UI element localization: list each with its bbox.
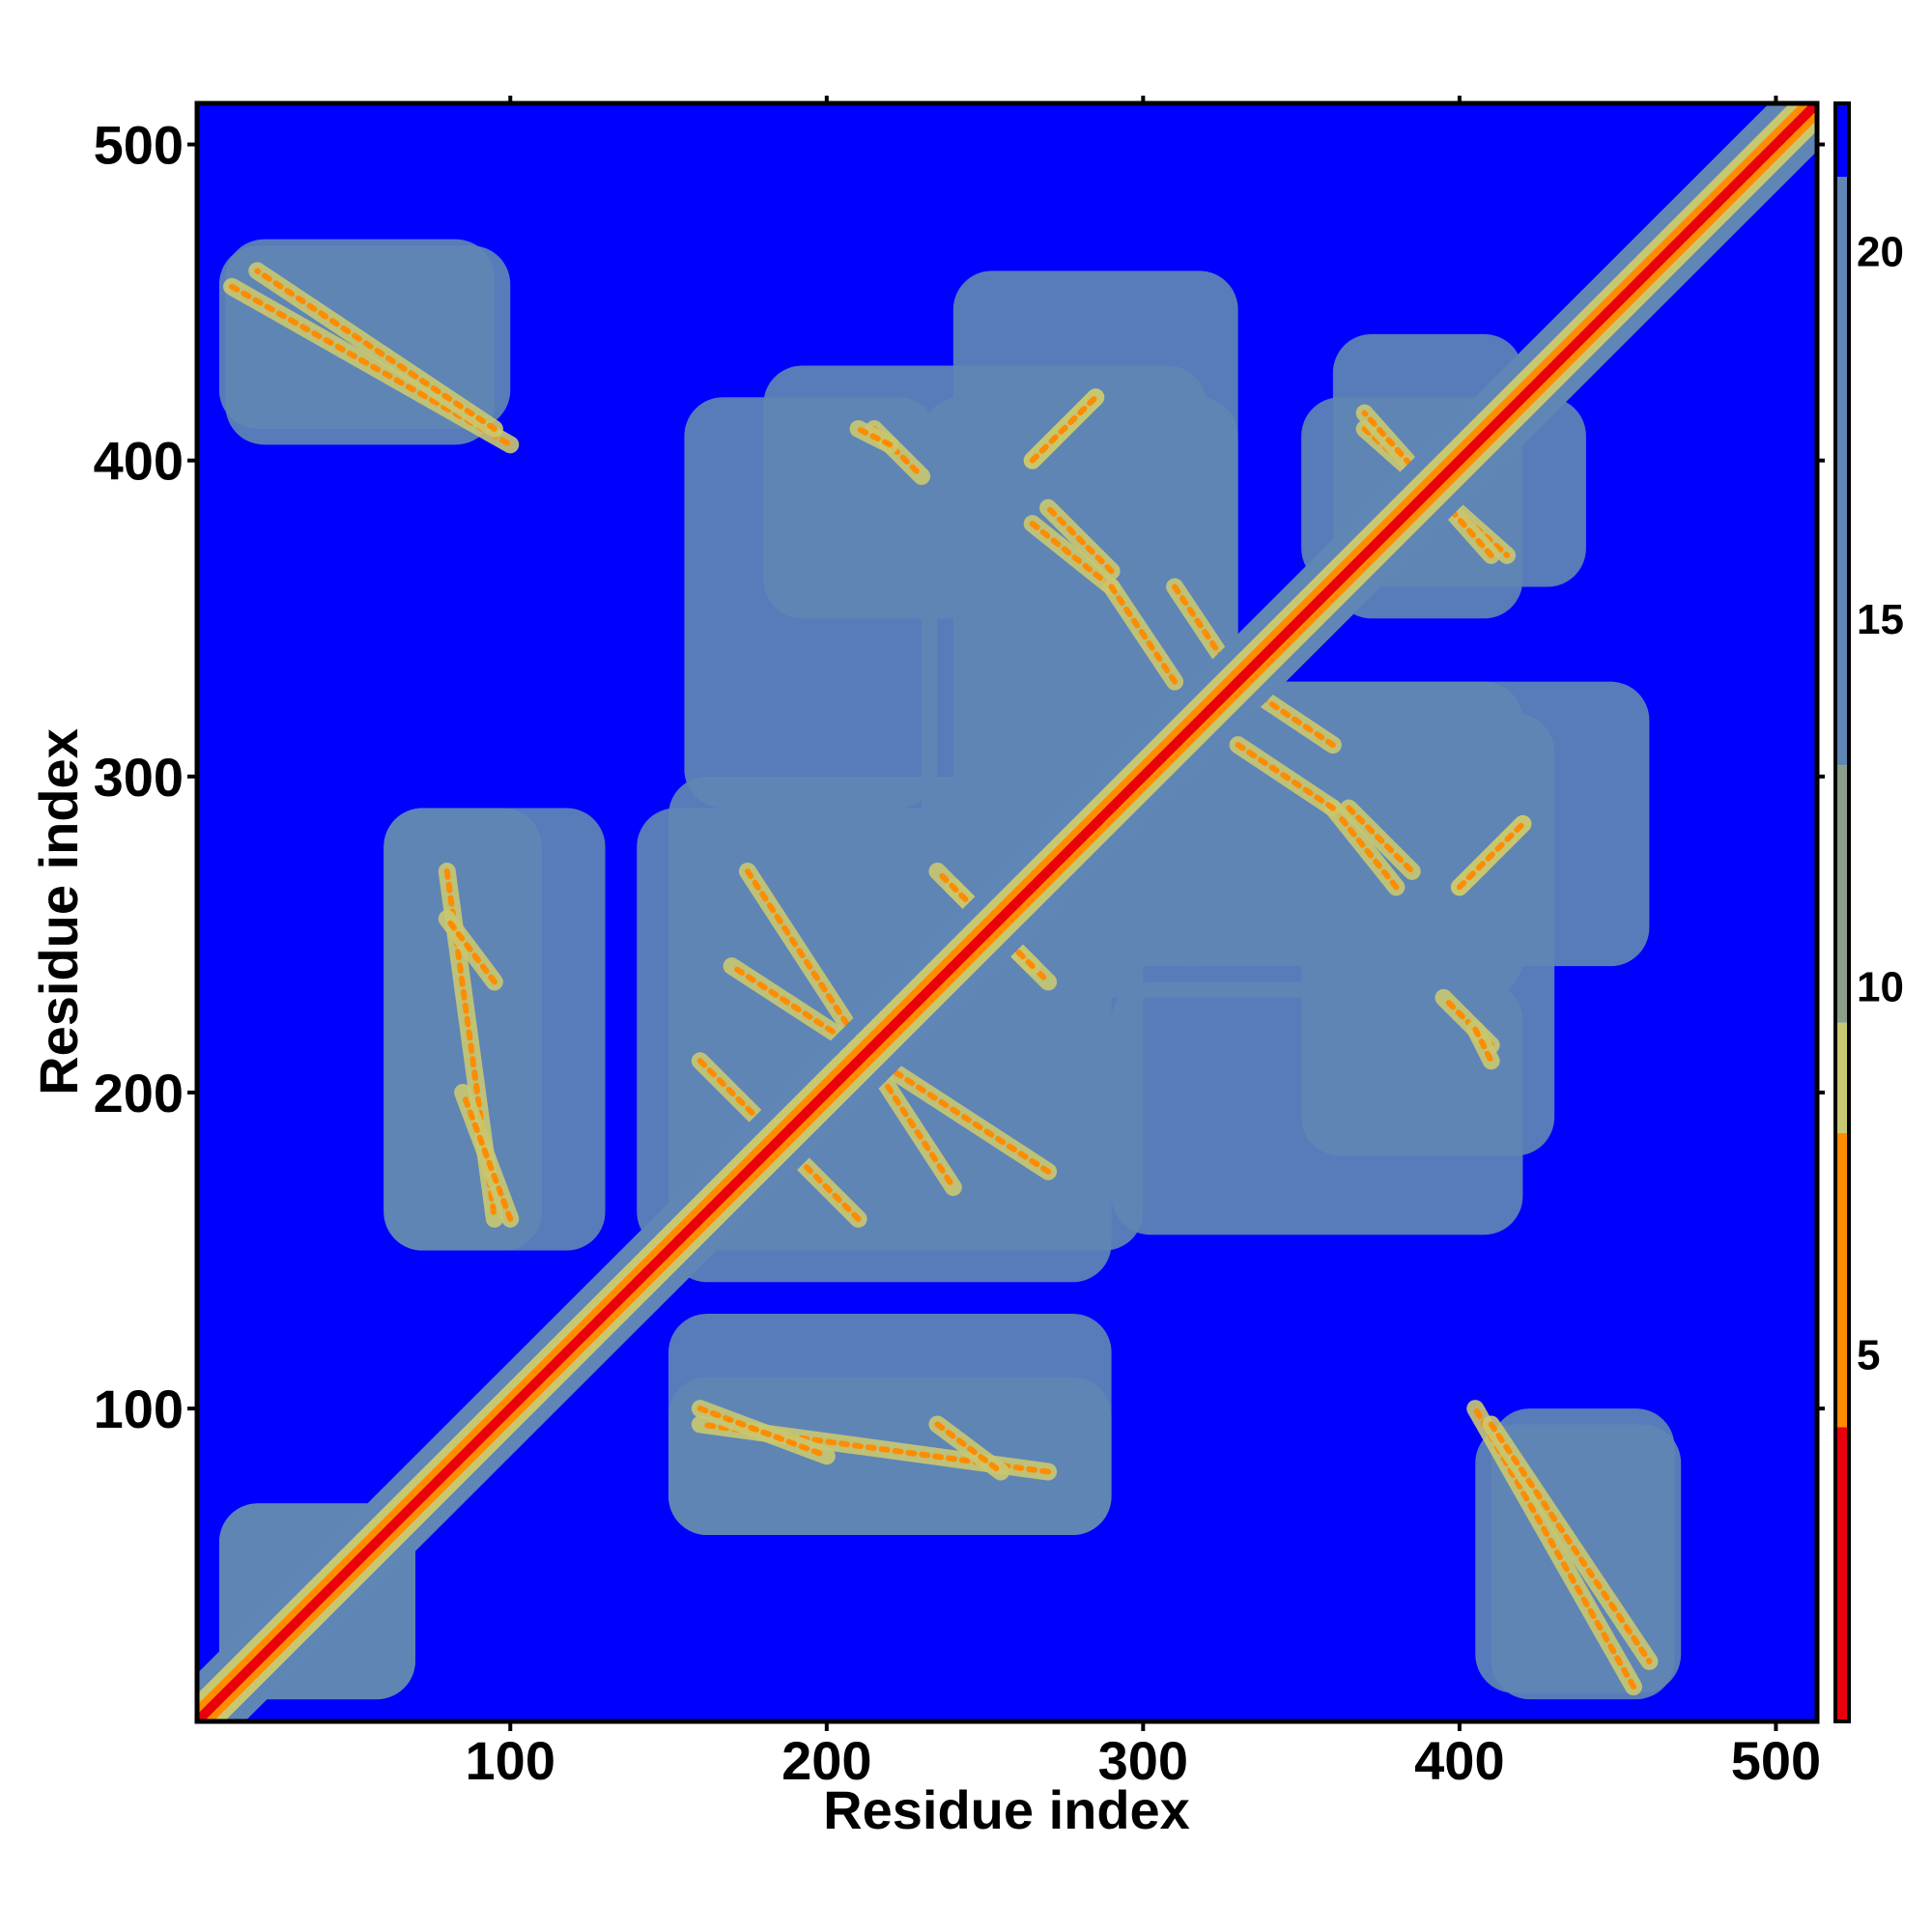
contact-line xyxy=(460,1089,514,1222)
contact-line xyxy=(443,916,497,985)
contact-line xyxy=(934,1421,1004,1475)
y-tick-label: 100 xyxy=(94,1378,184,1439)
diagonal-line xyxy=(197,103,1817,1721)
colorbar-tick-label: 15 xyxy=(1857,596,1904,643)
contact-line xyxy=(1346,805,1415,874)
x-axis-title: Residue index xyxy=(823,1779,1190,1840)
y-tick-label: 500 xyxy=(94,115,184,176)
x-tick-label: 100 xyxy=(466,1730,555,1791)
contact-line xyxy=(1029,521,1115,590)
plot-area xyxy=(194,100,1820,1724)
contact-line xyxy=(1488,1421,1653,1664)
colorbar-band xyxy=(1835,1132,1849,1428)
contact-line xyxy=(855,425,894,448)
x-tick-label: 400 xyxy=(1414,1730,1504,1791)
contact-line xyxy=(1029,394,1099,464)
y-axis: 100 200 300 400 500 xyxy=(94,115,1825,1439)
colorbar-frame xyxy=(1833,101,1851,1723)
colorbar-band xyxy=(1835,177,1849,766)
y-tick-label: 200 xyxy=(94,1063,184,1123)
colorbar-tick-label: 10 xyxy=(1857,964,1904,1011)
x-tick-label: 300 xyxy=(1098,1730,1188,1791)
colorbar-band xyxy=(1835,765,1849,1023)
diagonal-band xyxy=(197,103,1817,1721)
colorbar: 5 10 15 20 xyxy=(1833,101,1904,1723)
colorbar-tick-label: 20 xyxy=(1857,228,1904,275)
x-axis: 100 200 300 400 500 xyxy=(466,96,1821,1791)
contact-line xyxy=(1045,504,1115,575)
contact-line xyxy=(696,1406,830,1460)
contact-line xyxy=(1472,1026,1494,1065)
contact-line xyxy=(1472,1406,1637,1690)
contact-line xyxy=(1235,742,1336,811)
plot-frame xyxy=(194,100,1820,1724)
y-axis-title: Residue index xyxy=(28,728,89,1095)
colorbar-tick-label: 5 xyxy=(1857,1331,1880,1378)
contact-region xyxy=(763,365,1207,619)
colorbar-band xyxy=(1835,1427,1849,1721)
x-tick-label: 500 xyxy=(1731,1730,1821,1791)
colorbar-band xyxy=(1835,1022,1849,1133)
contact-line xyxy=(254,268,497,432)
contact-line xyxy=(1108,583,1179,685)
contact-line xyxy=(229,283,514,448)
x-tick-label: 200 xyxy=(781,1730,871,1791)
contact-region xyxy=(1301,713,1555,1156)
y-tick-label: 300 xyxy=(94,747,184,808)
colorbar-band xyxy=(1835,103,1849,178)
contact-line xyxy=(1456,820,1526,891)
y-tick-label: 400 xyxy=(94,431,184,492)
contact-line xyxy=(1329,805,1400,891)
